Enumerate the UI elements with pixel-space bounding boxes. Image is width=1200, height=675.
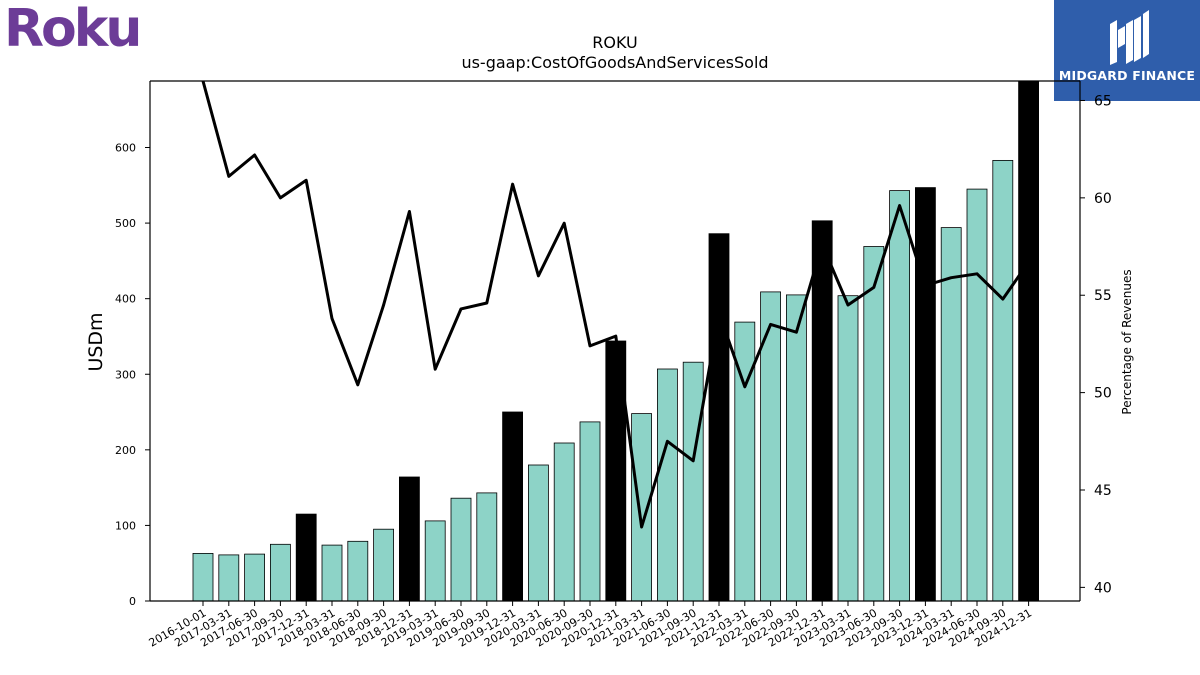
midgard-finance-logo: MIDGARD FINANCE (1054, 0, 1200, 101)
bar-2024-06-30 (966, 188, 988, 602)
bar-2018-06-30 (347, 540, 369, 602)
bar-2023-09-30 (889, 190, 910, 602)
y2-tick-label: 55 (1094, 288, 1112, 304)
bar-2022-09-30 (786, 294, 807, 602)
bar-2024-12-31 (1018, 80, 1039, 602)
y-tick-label: 100 (115, 519, 136, 532)
bar-2020-09-30 (579, 421, 601, 602)
bar-2024-09-30 (992, 159, 1014, 602)
bar-2021-12-31 (708, 233, 730, 602)
y-tick-label: 400 (115, 293, 136, 306)
y2-axis-label: Percentage of Revenues (1120, 269, 1134, 414)
bar-2020-03-31 (528, 464, 549, 602)
percentage-line (201, 81, 1030, 529)
bar-2018-12-31 (398, 476, 420, 602)
y-tick-label: 600 (115, 142, 136, 155)
bar-2021-06-30 (657, 368, 678, 602)
bar-2017-06-30 (244, 553, 266, 602)
y2-tick-label: 45 (1094, 483, 1112, 499)
y2-tick-label: 65 (1094, 93, 1112, 109)
bar-2017-12-31 (295, 513, 317, 602)
bar-2017-09-30 (269, 543, 291, 602)
midgard-mark-icon (1110, 10, 1149, 65)
roku-logo-text: Roku (4, 2, 139, 54)
y2-tick-label: 40 (1094, 580, 1112, 596)
bar-2019-09-30 (476, 492, 498, 602)
y2-tick-label: 50 (1094, 386, 1112, 402)
chart-title: ROKU (592, 33, 637, 52)
bar-2023-12-31 (915, 187, 936, 602)
midgard-finance-text: MIDGARD FINANCE (1058, 68, 1196, 83)
bar-2018-03-31 (321, 544, 343, 602)
bar-2019-03-31 (424, 520, 446, 602)
bar-2023-06-30 (863, 246, 885, 602)
bar-2024-03-31 (940, 227, 962, 602)
y-tick-label: 200 (115, 444, 136, 457)
chart-subtitle: us-gaap:CostOfGoodsAndServicesSold (461, 53, 768, 72)
bar-2017-03-31 (218, 554, 240, 602)
roku-logo: Roku (4, 0, 154, 59)
y-tick-label: 500 (115, 217, 136, 230)
y-axis-label: USDm (85, 312, 107, 371)
bar-2021-09-30 (682, 361, 704, 602)
y-tick-label: 0 (129, 595, 136, 608)
y-tick-label: 300 (115, 368, 136, 381)
bar-2020-06-30 (553, 442, 575, 602)
bar-2019-12-31 (502, 411, 524, 602)
bar-2022-12-31 (811, 220, 833, 602)
bar-2016-10-01 (192, 553, 214, 602)
y2-tick-label: 60 (1094, 191, 1112, 207)
line-group (201, 81, 1030, 529)
bar-2019-06-30 (450, 497, 472, 602)
bar-2018-09-30 (373, 528, 395, 602)
bar-2023-03-31 (837, 295, 859, 602)
